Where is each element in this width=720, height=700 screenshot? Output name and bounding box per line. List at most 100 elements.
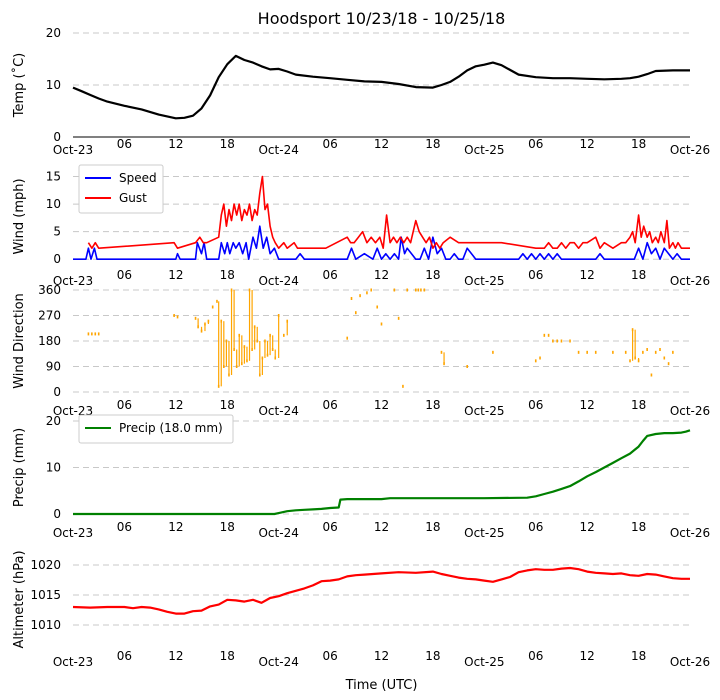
x-tick-label: 06 — [528, 520, 543, 534]
direction-point — [194, 316, 197, 320]
direction-point — [629, 359, 631, 363]
x-tick-label: 12 — [374, 520, 389, 534]
x-tick-label: 12 — [168, 398, 183, 412]
x-tick-label: 12 — [580, 268, 595, 282]
series-line-precip — [73, 429, 691, 516]
direction-point — [654, 350, 657, 354]
legend-label: Gust — [119, 191, 147, 205]
x-tick-label: Oct-25 — [464, 655, 504, 669]
direction-point — [94, 332, 97, 336]
direction-point — [663, 356, 666, 360]
y-tick-label: 0 — [53, 507, 61, 521]
x-tick-label: 06 — [322, 649, 337, 663]
x-tick-label: 18 — [631, 649, 646, 663]
x-tick-label: 12 — [168, 137, 183, 151]
x-tick-label: 18 — [425, 520, 440, 534]
y-tick-label: 270 — [38, 309, 61, 323]
y-axis-label: Temp (˚C) — [11, 53, 27, 119]
panel-temp: 0 10 20 Oct-23 06 12 18 Oct-24 06 12 18 Oct-25 06 12 1… — [11, 9, 710, 157]
x-tick-label: 18 — [631, 137, 646, 151]
direction-point — [586, 350, 588, 354]
x-tick-label: Oct-25 — [464, 143, 504, 157]
direction-point — [350, 297, 353, 300]
direction-point — [624, 350, 627, 354]
x-tick-label: 06 — [117, 137, 132, 151]
chart-title: Hoodsport 10/23/18 - 10/25/18 — [258, 9, 506, 28]
direction-point — [97, 332, 100, 336]
x-tick-label: 06 — [528, 268, 543, 282]
x-tick-label: 18 — [631, 268, 646, 282]
legend-label: Precip (18.0 mm) — [119, 421, 223, 435]
x-tick-label: Oct-25 — [464, 404, 504, 418]
direction-point — [672, 350, 674, 354]
x-tick-label: 06 — [528, 398, 543, 412]
direction-point — [87, 332, 90, 336]
direction-point — [667, 362, 670, 366]
x-tick-label: 12 — [580, 398, 595, 412]
x-tick-label: Oct-24 — [258, 655, 298, 669]
x-tick-label: Oct-26 — [670, 404, 710, 418]
direction-point — [397, 316, 400, 320]
direction-point — [211, 305, 214, 309]
direction-point — [393, 288, 396, 292]
y-tick-label: 20 — [46, 26, 61, 40]
direction-point — [642, 350, 644, 354]
x-tick-label: Oct-24 — [258, 404, 298, 418]
direction-point — [414, 288, 417, 292]
x-tick-label: 12 — [580, 520, 595, 534]
x-tick-label: Oct-26 — [670, 655, 710, 669]
x-tick-label: 06 — [322, 137, 337, 151]
x-axis-label: Time (UTC) — [345, 678, 418, 693]
x-tick-label: 06 — [322, 398, 337, 412]
x-tick-label: 12 — [374, 137, 389, 151]
direction-point — [569, 339, 571, 343]
direction-point — [376, 305, 379, 309]
x-tick-label: Oct-24 — [258, 143, 298, 157]
x-tick-label: Oct-26 — [670, 526, 710, 540]
x-tick-label: Oct-23 — [53, 274, 93, 288]
direction-point — [380, 322, 383, 326]
direction-point — [547, 333, 550, 337]
x-tick-label: Oct-24 — [258, 526, 298, 540]
direction-point — [534, 359, 537, 363]
x-tick-label: 12 — [580, 137, 595, 151]
legend: Precip (18.0 mm) — [78, 414, 234, 444]
y-tick-label: 1010 — [30, 618, 61, 632]
x-tick-label: 06 — [528, 649, 543, 663]
direction-point — [173, 314, 175, 317]
direction-point — [402, 384, 404, 388]
legend-box — [78, 414, 234, 444]
x-tick-label: 06 — [117, 520, 132, 534]
direction-point — [659, 348, 661, 351]
y-tick-label: 180 — [38, 334, 61, 348]
x-tick-label: Oct-26 — [670, 143, 710, 157]
direction-point — [552, 339, 554, 343]
panel-wind: 0 5 10 15 Oct-23 06 12 18 Oct-24 06 12 18 Oct-25 06 12… — [12, 164, 710, 288]
y-tick-label: 10 — [46, 78, 61, 92]
y-tick-label: 20 — [46, 414, 61, 428]
x-tick-label: 18 — [425, 137, 440, 151]
x-tick-label: 06 — [117, 398, 132, 412]
direction-point — [216, 299, 218, 303]
direction-point — [366, 291, 368, 295]
series-line-gust — [87, 175, 690, 249]
direction-point — [440, 350, 443, 354]
x-tick-label: 18 — [631, 398, 646, 412]
direction-point — [612, 350, 614, 354]
direction-point — [577, 350, 580, 354]
x-tick-label: 06 — [322, 268, 337, 282]
direction-point — [406, 288, 409, 292]
y-axis-label: Precip (mm) — [12, 428, 27, 507]
x-tick-label: Oct-23 — [53, 526, 93, 540]
x-tick-label: 12 — [580, 649, 595, 663]
y-tick-label: 0 — [53, 385, 61, 399]
x-tick-label: 06 — [117, 268, 132, 282]
direction-point — [492, 350, 494, 354]
x-tick-label: 18 — [425, 649, 440, 663]
y-axis-label: Wind (mph) — [12, 178, 27, 254]
x-tick-label: Oct-23 — [53, 143, 93, 157]
direction-point — [346, 336, 349, 340]
x-tick-label: Oct-23 — [53, 655, 93, 669]
